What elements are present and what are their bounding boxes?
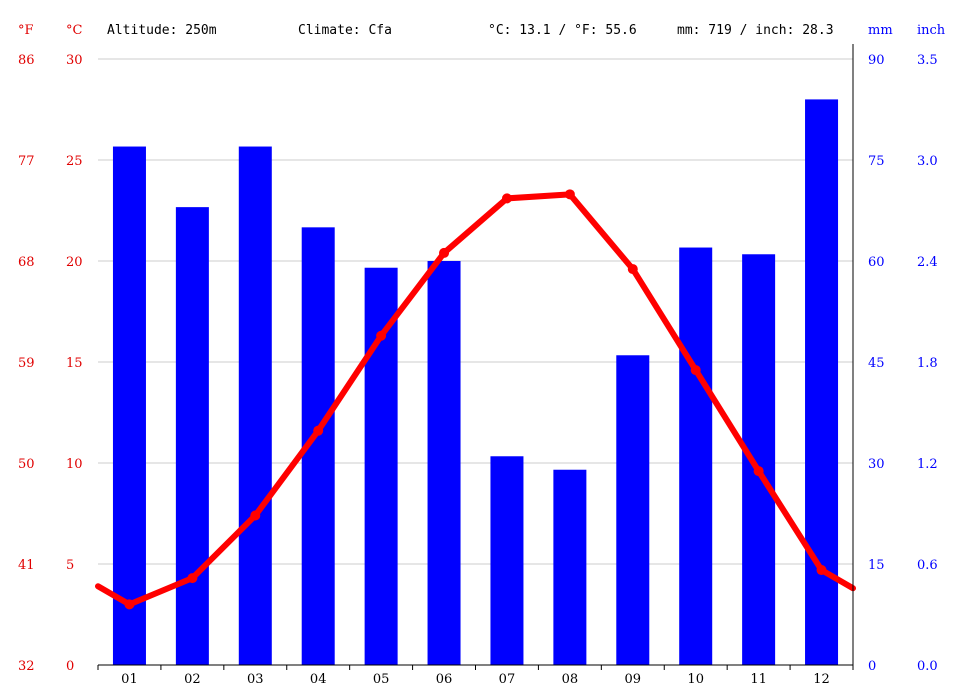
temperature-point-02: [187, 573, 198, 584]
precipitation-bar-10: [679, 247, 713, 666]
temperature-point-11: [753, 466, 764, 477]
inch-tick-label: 3.5: [917, 53, 938, 68]
mm-tick-label: 45: [868, 356, 885, 371]
month-label-03: 03: [247, 672, 264, 687]
celsius-tick-label: 10: [66, 457, 83, 472]
fahrenheit-tick-label: 86: [18, 53, 35, 68]
celsius-tick-label: 25: [66, 154, 83, 169]
inch-axis-label: inch: [917, 23, 946, 38]
precipitation-summary: mm: 719 / inch: 28.3: [677, 23, 834, 38]
temperature-point-07: [501, 193, 512, 204]
temperature-line: [95, 189, 856, 610]
month-label-01: 01: [121, 672, 138, 687]
month-label-07: 07: [499, 672, 516, 687]
mm-tick-label: 90: [868, 53, 885, 68]
grid-lines: [98, 58, 853, 565]
fahrenheit-tick-label: 77: [18, 154, 35, 169]
inch-tick-label: 2.4: [917, 255, 938, 270]
month-label-12: 12: [813, 672, 830, 687]
month-label-11: 11: [750, 672, 767, 687]
celsius-tick-label: 0: [66, 659, 74, 674]
inch-tick-label: 3.0: [917, 154, 938, 169]
inch-tick-label: 1.8: [917, 356, 938, 371]
temperature-point-09: [627, 264, 638, 275]
mm-tick-label: 60: [868, 255, 885, 270]
celsius-tick-label: 15: [66, 356, 83, 371]
temperature-point-10: [690, 365, 701, 376]
fahrenheit-tick-label: 32: [18, 659, 35, 674]
month-label-06: 06: [436, 672, 453, 687]
fahrenheit-tick-label: 68: [18, 255, 35, 270]
precipitation-bar-05: [364, 267, 398, 665]
temperature-point-04: [313, 425, 324, 436]
fahrenheit-axis-label: °F: [18, 23, 34, 38]
precipitation-bar-07: [490, 456, 524, 665]
precipitation-bar-02: [175, 207, 209, 665]
precipitation-bar-03: [238, 146, 272, 666]
mm-axis-label: mm: [868, 23, 893, 38]
precipitation-bars: [112, 99, 839, 666]
temperature-point-03: [250, 510, 261, 521]
inch-tick-label: 1.2: [917, 457, 938, 472]
temperature-point-12: [816, 565, 827, 576]
month-label-09: 09: [625, 672, 642, 687]
temperature-line-path: [95, 191, 856, 608]
inch-tick-label: 0.0: [917, 659, 938, 674]
celsius-tick-label: 5: [66, 558, 74, 573]
climate-label: Climate: Cfa: [298, 23, 392, 38]
fahrenheit-tick-label: 50: [18, 457, 35, 472]
temperature-point-06: [439, 247, 450, 258]
month-label-08: 08: [562, 672, 579, 687]
inch-tick-label: 0.6: [917, 558, 938, 573]
precipitation-bar-08: [553, 469, 587, 665]
mm-tick-label: 75: [868, 154, 885, 169]
altitude-label: Altitude: 250m: [107, 23, 217, 38]
fahrenheit-tick-label: 41: [18, 558, 35, 573]
temperature-point-01: [124, 599, 135, 610]
fahrenheit-tick-label: 59: [18, 356, 35, 371]
precipitation-bar-09: [616, 355, 650, 665]
axis-ticks: 32 0 0 0.0 41 5 15 0.6 50 10 30 1.2 59 15 45 1.8 68 20 60 2…: [18, 53, 938, 674]
mm-tick-label: 30: [868, 457, 885, 472]
month-label-04: 04: [310, 672, 327, 687]
temperature-point-08: [564, 189, 575, 200]
month-label-02: 02: [184, 672, 201, 687]
mm-tick-label: 0: [868, 659, 876, 674]
month-label-10: 10: [687, 672, 704, 687]
temperature-summary: °C: 13.1 / °F: 55.6: [488, 23, 637, 38]
axes: 01 02 03 04 05 06 07 08 09 10 11 12: [97, 44, 854, 687]
month-label-05: 05: [373, 672, 390, 687]
precipitation-bar-11: [742, 254, 776, 665]
temperature-point-05: [376, 330, 387, 341]
celsius-tick-label: 20: [66, 255, 83, 270]
celsius-tick-label: 30: [66, 53, 83, 68]
celsius-axis-label: °C: [66, 23, 83, 38]
mm-tick-label: 15: [868, 558, 885, 573]
precipitation-bar-01: [112, 146, 146, 666]
precipitation-bar-06: [427, 261, 461, 665]
